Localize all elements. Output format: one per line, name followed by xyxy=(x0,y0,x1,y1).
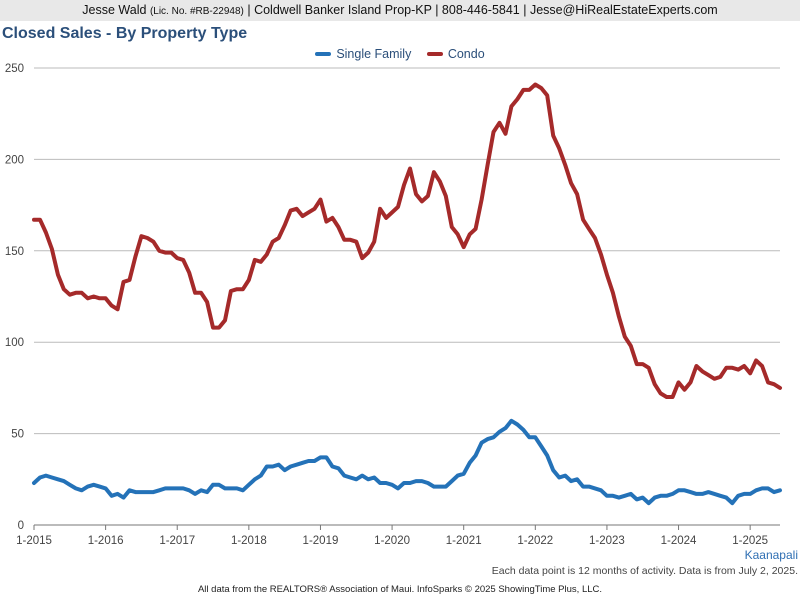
x-tick-label: 1-2025 xyxy=(732,535,768,547)
series-line-condo[interactable] xyxy=(32,82,782,399)
agent-license: (Lic. No. #RB-22948) xyxy=(149,6,244,17)
y-tick-label: 50 xyxy=(11,429,24,441)
y-tick-label: 0 xyxy=(18,520,24,532)
x-tick-label: 1-2020 xyxy=(374,535,410,547)
legend-swatch-condo xyxy=(426,52,443,56)
legend-label-condo: Condo xyxy=(447,47,485,61)
x-tick-label: 1-2017 xyxy=(159,535,195,547)
x-tick-label: 1-2019 xyxy=(303,535,339,547)
legend-swatch-single-family xyxy=(315,52,332,56)
x-tick-label: 1-2015 xyxy=(16,535,52,547)
chart-axes: 0 50 100 150 200 250 1-2015 1-2016 1-2017 1-2018 1… xyxy=(5,63,768,547)
y-tick-label: 100 xyxy=(5,337,24,349)
agent-name: Jesse Wald xyxy=(82,3,147,17)
legend-label-single-family: Single Family xyxy=(336,47,412,61)
chart-gridlines xyxy=(34,67,780,526)
y-tick-label: 200 xyxy=(5,154,24,166)
agent-header-bar: Jesse Wald (Lic. No. #RB-22948) | Coldwe… xyxy=(0,0,800,21)
chart-title: Closed Sales - By Property Type xyxy=(2,25,248,42)
line-chart: 0 50 100 150 200 250 1-2015 1-2016 1-2017 1-2018 1… xyxy=(5,63,782,547)
chart-series xyxy=(32,82,782,506)
y-tick-label: 150 xyxy=(5,246,24,258)
legend-item-condo[interactable]: Condo xyxy=(426,47,485,61)
x-tick-label: 1-2022 xyxy=(517,535,553,547)
agent-contact-details: | Coldwell Banker Island Prop-KP | 808-4… xyxy=(247,3,718,17)
legend-item-single-family[interactable]: Single Family xyxy=(315,47,411,61)
market-label[interactable]: Kaanapali xyxy=(744,548,798,562)
x-tick-label: 1-2018 xyxy=(231,535,267,547)
chart-legend: Single Family Condo xyxy=(0,45,800,61)
y-tick-label: 250 xyxy=(5,63,24,75)
x-tick-label: 1-2016 xyxy=(88,535,124,547)
x-tick-label: 1-2023 xyxy=(589,535,625,547)
data-note: Each data point is 12 months of activity… xyxy=(491,565,798,577)
x-tick-label: 1-2021 xyxy=(446,535,482,547)
x-tick-label: 1-2024 xyxy=(661,535,697,547)
series-line-single-family[interactable] xyxy=(32,418,782,506)
footer-attribution: All data from the REALTORS® Association … xyxy=(197,584,603,595)
